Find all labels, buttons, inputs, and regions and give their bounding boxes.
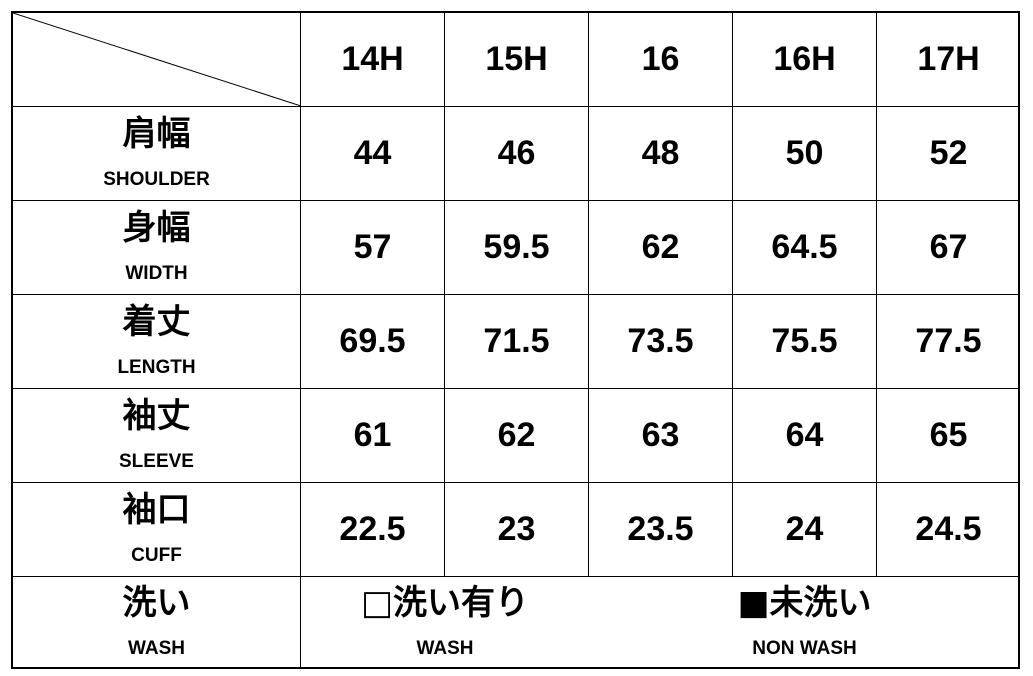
row-header: 着丈 LENGTH (13, 295, 301, 389)
wash-label-cell: 洗い WASH (13, 577, 301, 669)
table-cell: 52 (877, 107, 1020, 201)
measurement-name-en: CUFF (131, 544, 182, 566)
table-cell: 61 (301, 389, 445, 483)
table-cell: 23.5 (589, 483, 733, 577)
table-cell: 46 (445, 107, 589, 201)
wash-option-jp: □洗い有り (360, 583, 530, 623)
table-cell: 57 (301, 201, 445, 295)
table-cell: 77.5 (877, 295, 1020, 389)
table-cell: 48 (589, 107, 733, 201)
measurement-value: 69.5 (339, 322, 406, 360)
row-header: 身幅 WIDTH (13, 201, 301, 295)
measurement-name-en: LENGTH (117, 356, 196, 378)
table-cell: 23 (445, 483, 589, 577)
diagonal-line (13, 13, 301, 107)
measurement-value: 75.5 (771, 322, 838, 360)
measurement-value: 67 (929, 228, 968, 266)
corner-cell (13, 13, 301, 107)
table-cell: 64.5 (733, 201, 877, 295)
measurement-value: 24 (785, 510, 824, 548)
measurement-value: 71.5 (483, 322, 550, 360)
size-label: 17H (917, 40, 980, 78)
wash-option-en: WASH (416, 638, 474, 659)
measurement-value: 65 (929, 416, 968, 454)
measurement-name-en: SLEEVE (119, 450, 194, 472)
measurement-value: 62 (497, 416, 536, 454)
table-cell: 64 (733, 389, 877, 483)
measurement-value: 73.5 (627, 322, 694, 360)
table-cell: 73.5 (589, 295, 733, 389)
measurement-name-jp: 袖丈 (122, 395, 191, 436)
non-wash-option-jp: ■未洗い (737, 583, 872, 623)
measurement-name-jp: 袖口 (122, 489, 191, 530)
column-header: 16H (733, 13, 877, 107)
wash-label-jp: 洗い (122, 583, 191, 623)
measurement-value: 24.5 (915, 510, 982, 548)
row-header: 肩幅 SHOULDER (13, 107, 301, 201)
measurement-value: 46 (497, 134, 536, 172)
measurement-value: 64 (785, 416, 824, 454)
non-wash-option: ■未洗い NON WASH (589, 577, 1020, 669)
size-label: 16 (641, 40, 680, 78)
row-header: 袖口 CUFF (13, 483, 301, 577)
measurement-value: 52 (929, 134, 968, 172)
measurement-name-jp: 身幅 (122, 207, 191, 248)
size-label: 16H (773, 40, 836, 78)
measurement-value: 77.5 (915, 322, 982, 360)
column-header: 17H (877, 13, 1020, 107)
measurement-name-en: WIDTH (125, 262, 188, 284)
measurement-value: 64.5 (771, 228, 838, 266)
measurement-name-en: SHOULDER (103, 168, 210, 190)
measurement-value: 50 (785, 134, 824, 172)
measurement-value: 62 (641, 228, 680, 266)
measurement-value: 48 (641, 134, 680, 172)
size-table: 14H 15H 16 16H 17H 肩幅 SHOULDER 44 46 48 50 52 身幅 WIDT… (11, 11, 1020, 669)
measurement-value: 44 (353, 134, 392, 172)
table-cell: 63 (589, 389, 733, 483)
table-cell: 69.5 (301, 295, 445, 389)
wash-option: □洗い有り WASH (301, 577, 589, 669)
column-header: 16 (589, 13, 733, 107)
size-label: 15H (485, 40, 548, 78)
non-wash-option-en: NON WASH (752, 638, 857, 659)
measurement-value: 22.5 (339, 510, 406, 548)
measurement-value: 59.5 (483, 228, 550, 266)
size-label: 14H (341, 40, 404, 78)
table-cell: 22.5 (301, 483, 445, 577)
measurement-value: 63 (641, 416, 680, 454)
wash-label-en: WASH (128, 638, 185, 659)
measurement-name-jp: 着丈 (122, 301, 191, 342)
table-cell: 50 (733, 107, 877, 201)
measurement-value: 23.5 (627, 510, 694, 548)
measurement-value: 57 (353, 228, 392, 266)
column-header: 15H (445, 13, 589, 107)
measurement-value: 61 (353, 416, 392, 454)
table-cell: 67 (877, 201, 1020, 295)
table-cell: 62 (589, 201, 733, 295)
table-cell: 62 (445, 389, 589, 483)
table-cell: 71.5 (445, 295, 589, 389)
column-header: 14H (301, 13, 445, 107)
measurement-name-jp: 肩幅 (122, 113, 191, 154)
table-cell: 65 (877, 389, 1020, 483)
table-cell: 59.5 (445, 201, 589, 295)
row-header: 袖丈 SLEEVE (13, 389, 301, 483)
table-cell: 24 (733, 483, 877, 577)
table-cell: 75.5 (733, 295, 877, 389)
measurement-value: 23 (497, 510, 536, 548)
table-cell: 44 (301, 107, 445, 201)
table-cell: 24.5 (877, 483, 1020, 577)
